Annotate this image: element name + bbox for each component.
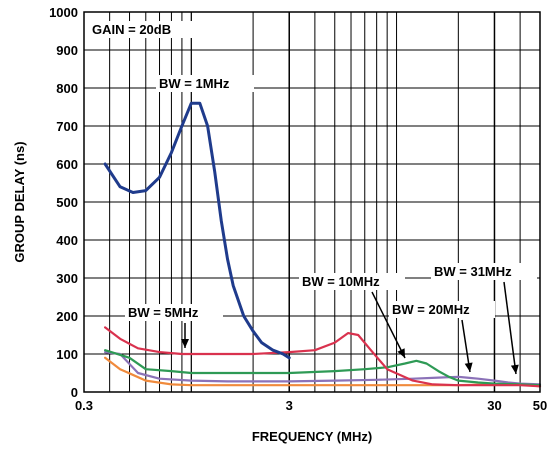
y-tick-label: 700 [56, 119, 78, 134]
y-tick-label: 900 [56, 43, 78, 58]
x-tick-label: 3 [286, 398, 293, 413]
series-line-bw20 [103, 351, 542, 386]
bw10-arrow [371, 291, 406, 359]
bw1-label-bg [156, 75, 254, 92]
y-tick-label: 600 [56, 157, 78, 172]
gain-label-bg [89, 21, 193, 38]
bw31-arrow-head [510, 364, 519, 374]
bw20-label: BW = 20MHz [392, 302, 470, 317]
y-axis-label: GROUP DELAY (ns) [12, 141, 27, 262]
series-line-bw5 [103, 326, 542, 388]
y-tick-label: 300 [56, 271, 78, 286]
y-tick-label: 0 [71, 385, 78, 400]
plot-frame [83, 11, 541, 393]
series-line-bw1 [103, 101, 291, 360]
x-tick-label: 0.3 [75, 398, 93, 413]
x-tick-labels: 0.3 3 30 50 [75, 398, 547, 413]
bw20-arrow-head [464, 362, 473, 372]
bw31-label: BW = 31MHz [434, 264, 512, 279]
bw31-label-bg [431, 263, 537, 280]
y-tick-label: 800 [56, 81, 78, 96]
y-tick-label: 1000 [49, 5, 78, 20]
bw10-label: BW = 10MHz [302, 274, 380, 289]
y-tick-label: 500 [56, 195, 78, 210]
bw5-label: BW = 5MHz [128, 305, 199, 320]
bw31-arrow [503, 281, 517, 375]
y-tick-label: 200 [56, 309, 78, 324]
x-axis-label: FREQUENCY (MHz) [252, 429, 372, 444]
y-tick-label: 400 [56, 233, 78, 248]
y-tick-labels: 0 100 200 300 400 500 600 700 800 900 1000 [49, 5, 78, 400]
bw5-label-bg [125, 304, 223, 321]
series-lines [103, 101, 542, 388]
gain-label: GAIN = 20dB [92, 22, 171, 37]
annotations: GAIN = 20dB BW = 1MHz BW = 5MHz BW = 10MHz B… [89, 21, 537, 375]
bw20-label-bg [389, 301, 495, 318]
bw10-arrow-head [397, 348, 405, 358]
series-line-bw10 [103, 349, 542, 387]
grid-lines [83, 11, 541, 393]
x-tick-label: 30 [487, 398, 501, 413]
y-tick-label: 100 [56, 347, 78, 362]
bw5-arrow-head [181, 339, 189, 348]
bw1-label: BW = 1MHz [159, 76, 230, 91]
x-tick-label: 50 [533, 398, 547, 413]
bw10-label-bg [299, 273, 405, 290]
